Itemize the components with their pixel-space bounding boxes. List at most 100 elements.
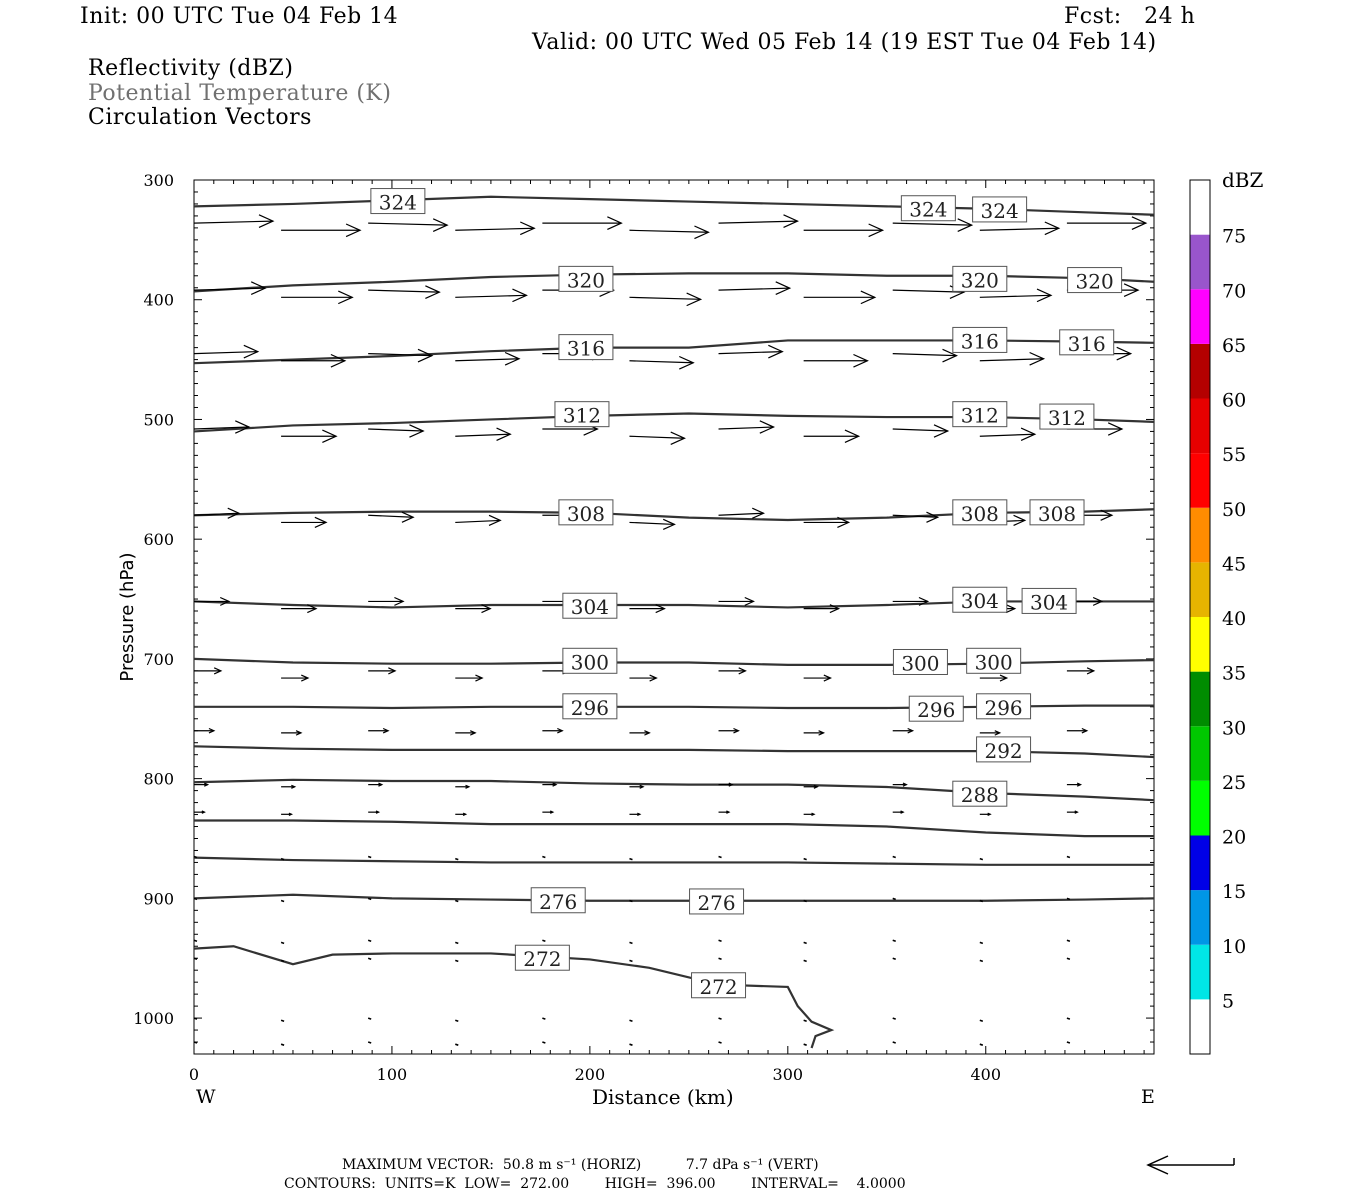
circulation-vector-head (726, 810, 731, 814)
circulation-vector (629, 857, 633, 861)
circulation-vector (718, 1017, 722, 1020)
circulation-vector (367, 1041, 372, 1044)
circulation-vector-head (338, 290, 354, 305)
circulation-vector-head (655, 604, 666, 614)
circulation-vector (629, 1043, 633, 1046)
field-circulation-vectors: Circulation Vectors (88, 105, 312, 130)
circulation-vector-head (926, 511, 940, 523)
circulation-vector-head (1044, 221, 1061, 236)
circulation-vector-head (250, 281, 267, 295)
isentrope-308 (193, 508, 1155, 522)
colorbar-segment (1190, 890, 1210, 945)
circulation-vector-head (295, 730, 303, 736)
circulation-vector-head (1116, 346, 1133, 361)
contour-label-box (908, 695, 964, 722)
contour-label-box (514, 944, 570, 971)
contour-label: 308 (961, 502, 999, 526)
circulation-vector-head (432, 218, 449, 232)
circulation-vector-head (868, 223, 885, 238)
circulation-vector (629, 941, 633, 945)
circulation-vector-head (775, 281, 792, 295)
circulation-vector-head (1036, 288, 1053, 303)
contour-label: 312 (563, 404, 601, 428)
colorbar-segment (1190, 671, 1210, 727)
circulation-vector (718, 287, 790, 291)
colorbar-frame (1189, 179, 1211, 1055)
contour-label-box (562, 592, 618, 619)
contour-label-box (370, 188, 426, 215)
x-tick-label: 200 (575, 1065, 606, 1084)
circulation-vector-head (1131, 216, 1148, 230)
colorbar-label: 15 (1222, 881, 1246, 903)
contour-label-box (972, 196, 1028, 223)
contour-label-box (976, 693, 1032, 720)
contour-label-box (952, 586, 1008, 613)
circulation-vector-head (813, 784, 819, 789)
circulation-vector (193, 220, 274, 224)
contour-label-box (952, 265, 1008, 292)
colorbar-label: 65 (1222, 335, 1246, 357)
circulation-vector (892, 222, 972, 226)
circulation-vector-head (1092, 596, 1104, 606)
plot-frame (193, 179, 1155, 1055)
circulation-vector (892, 897, 896, 901)
circulation-vector (367, 957, 372, 960)
init-time: Init: 00 UTC Tue 04 Feb 14 (80, 4, 399, 29)
contour-label: 292 (984, 739, 1022, 763)
circulation-vector (892, 514, 938, 518)
circulation-vector (280, 959, 285, 963)
colorbar-segment (1190, 398, 1210, 454)
contour-label-box (558, 334, 614, 361)
contour-label-box (952, 780, 1008, 807)
circulation-vector-head (728, 782, 734, 787)
circulation-vector-head (738, 667, 747, 675)
circulation-vector-head (1076, 782, 1083, 787)
circulation-vector (979, 857, 984, 861)
circulation-vector-head (994, 730, 1002, 736)
colorbar-segment (1190, 453, 1210, 508)
contour-label: 304 (571, 595, 609, 619)
circulation-vector (718, 939, 722, 943)
colorbar-segment (1190, 234, 1210, 290)
circulation-vector-head (670, 431, 686, 445)
contour-label: 324 (909, 198, 947, 222)
circulation-vector-head (330, 353, 347, 368)
colorbar-segment (1190, 507, 1210, 563)
circulation-vector-head (818, 730, 826, 736)
circulation-vector-head (388, 667, 397, 675)
circulation-vector (367, 939, 372, 943)
x-tick-label: 100 (377, 1065, 408, 1084)
circulation-vector (280, 1043, 285, 1046)
contour-label: 308 (567, 502, 605, 526)
contour-label-box (952, 401, 1008, 428)
circulation-vector (193, 897, 198, 901)
colorbar-label: 25 (1222, 772, 1246, 794)
isentrope-320 (193, 272, 1155, 293)
contour-label: 320 (961, 268, 999, 292)
circulation-vector-head (243, 344, 260, 359)
valid-time: Valid: 00 UTC Wed 05 Feb 14 (19 EST Tue … (532, 30, 1157, 55)
circulation-vector-head (1005, 604, 1017, 614)
circulation-vector-head (288, 812, 294, 817)
circulation-vector (803, 1019, 807, 1022)
circulation-vector (542, 1041, 546, 1044)
circulation-vector (193, 855, 198, 859)
circulation-vector (718, 957, 722, 960)
circulation-vector-head (394, 596, 405, 606)
circulation-vector (1066, 939, 1071, 943)
colorbar-label: 35 (1222, 663, 1246, 685)
circulation-vector (803, 941, 807, 945)
contour-label: 296 (571, 696, 609, 720)
circulation-vector (979, 899, 984, 903)
circulation-vector (542, 855, 546, 859)
circulation-vector (629, 521, 675, 526)
circulation-vector-head (208, 727, 216, 734)
circulation-vector (193, 512, 240, 516)
circulation-vector-head (679, 355, 695, 370)
circulation-vector-head (811, 812, 816, 817)
circulation-vector (979, 941, 984, 945)
circulation-vector-head (823, 674, 833, 682)
circulation-vector-head (649, 674, 658, 682)
circulation-vector-head (907, 727, 915, 734)
contour-label: 296 (984, 696, 1022, 720)
